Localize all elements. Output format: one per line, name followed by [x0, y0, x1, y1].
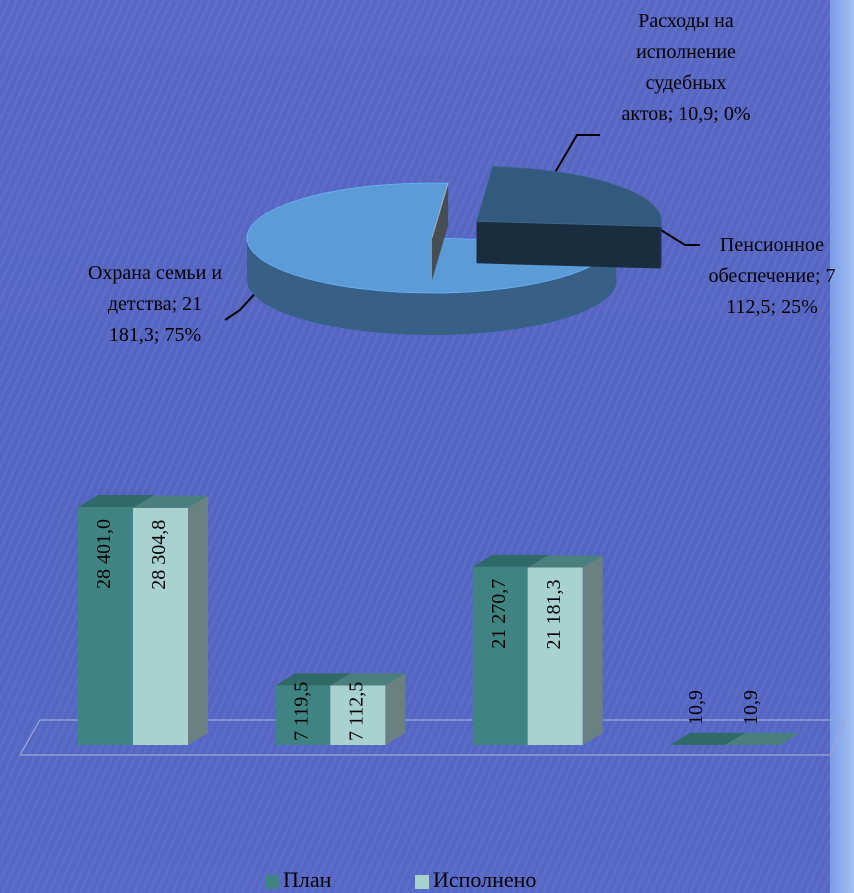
bar-side: [582, 555, 603, 745]
floor: [18, 719, 846, 756]
bar: [78, 507, 133, 745]
value-label: 10,9: [685, 690, 707, 725]
pie-slice-edge: [476, 221, 661, 269]
legend-label: Исполнено: [433, 867, 536, 892]
bar-top: [472, 554, 548, 567]
bar-top: [275, 673, 351, 686]
pie-slice-edge: [432, 183, 449, 280]
bar: [472, 566, 528, 745]
bar-top: [330, 673, 406, 686]
legend-swatch: [415, 875, 429, 889]
data-label: Расходы на исполнение судебных актов; 10…: [621, 10, 751, 125]
bar-side: [385, 673, 406, 745]
bar-top: [133, 495, 208, 508]
bar-top: [78, 495, 153, 507]
value-label: 10,9: [740, 690, 762, 725]
x-tick-holder: [433, 770, 623, 850]
bar: [275, 685, 331, 745]
data-label: Пенсионное обеспечение; 7 112,5; 25%: [708, 234, 836, 318]
value-label: 7 119,5: [290, 682, 312, 741]
bar: [133, 507, 188, 745]
pie-slice: [476, 166, 662, 227]
value-label: 21 270,7: [488, 579, 510, 649]
data-label: Охрана семьи и детства; 21 181,3; 75%: [87, 262, 223, 346]
value-label: 7 112,5: [345, 682, 367, 741]
legend-label: План: [283, 867, 332, 892]
bar-side: [780, 732, 800, 745]
leader-line: [224, 289, 259, 321]
pie-slice: [431, 182, 449, 239]
bar: [527, 567, 583, 745]
x-tick-holder: [630, 770, 820, 850]
x-tick-holder: [235, 770, 425, 850]
x-tick-holder: [38, 770, 228, 850]
value-label: 28 304,8: [148, 520, 170, 590]
bar-top: [527, 555, 603, 568]
value-label: 28 401,0: [93, 519, 115, 589]
bar: [330, 685, 386, 745]
pie-slice-side: [660, 221, 662, 269]
bar-top: [725, 732, 800, 745]
pie-slice: [246, 182, 617, 294]
bar-side: [188, 495, 208, 745]
pie-slice-side: [247, 238, 617, 335]
value-label: 21 181,3: [543, 580, 565, 650]
legend-swatch: [265, 875, 279, 889]
bar-top: [670, 732, 745, 745]
